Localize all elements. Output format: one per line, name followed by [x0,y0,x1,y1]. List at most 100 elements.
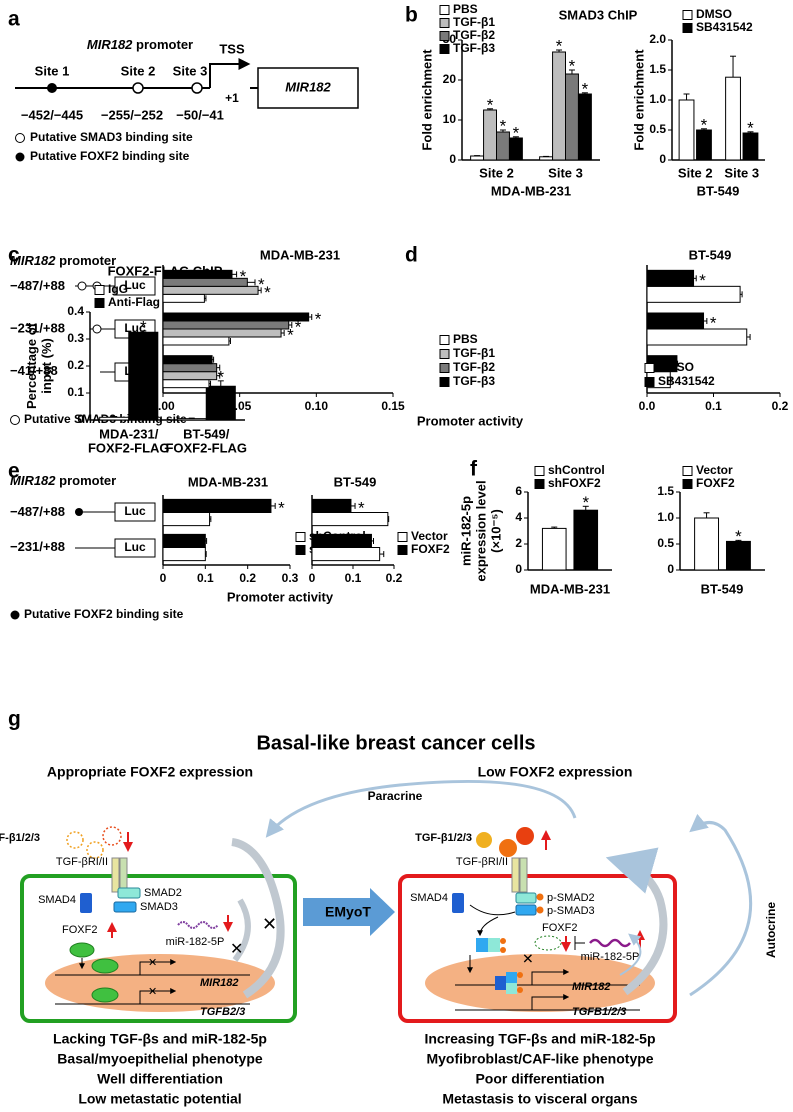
x-tick-label: 0.10 [305,399,329,413]
summary-line: Myofibroblast/CAF-like phenotype [426,1051,653,1067]
bar [696,129,712,161]
legend-swatch [439,5,450,15]
chart-title: SMAD3 ChIP [559,7,638,22]
panel-letter: a [8,8,20,31]
receptor [119,857,128,893]
panel-letter: f [470,458,478,481]
label: Site 3 [548,165,583,180]
chart-title: BT-549 [334,474,377,489]
x-tick-label: 0.2 [386,571,403,585]
significance: * [747,118,754,137]
site-label: Site 2 [121,63,156,78]
significance: * [264,283,271,302]
bar [162,312,310,322]
bar [162,512,211,527]
legend-swatch [439,363,450,373]
x-tick-label: 0.0 [639,399,656,413]
legend-label: Putative SMAD3 binding site [30,130,193,144]
transition-arrow [303,888,395,936]
bar [311,512,389,527]
bar [496,131,510,161]
smad3 [113,901,137,913]
x-tick-label: 0.1 [345,571,362,585]
ligand [102,826,122,846]
mirna [177,921,219,929]
bar [577,93,592,161]
bar [162,371,218,381]
promoter-title: MIR182 promoter [87,37,193,52]
legend-symbol [15,152,25,162]
x-axis-label: MDA-MB-231 [530,581,610,596]
significance: * [278,498,285,517]
bar [311,498,352,513]
site-position: −452/−445 [21,107,83,122]
inhibition [574,936,585,950]
bar [162,336,230,346]
mirna [589,938,631,948]
site-label: Site 3 [173,63,208,78]
legend-label: PBS [453,2,478,16]
smad3-site [132,82,144,94]
smad4 [452,893,464,913]
ligand [516,827,534,845]
ligand [86,841,104,859]
legend-swatch [295,532,306,542]
gene-box-label: MIR182 [285,79,331,94]
arrow [469,904,516,916]
label: −41/+88 [10,363,58,378]
legend-swatch [682,10,693,20]
tss-arrow [531,994,570,1010]
site-label: Site 1 [35,63,70,78]
gene-label: TGFB1/2/3 [572,1006,626,1018]
legend-label: Anti-Flag [108,295,160,309]
gene-label: TGFB2/3 [200,1006,245,1018]
panel-letter: g [8,708,21,731]
bar [552,51,566,161]
smad4 [80,893,92,913]
legend-swatch [682,23,693,33]
legend-swatch [94,285,105,295]
luc-box [114,538,156,558]
block-mark: ✕ [148,986,157,998]
legend-label: TGF-β2 [453,28,495,42]
x-axis-label: Promoter activity [417,413,524,428]
bar [162,533,206,548]
bar [646,312,705,330]
legend-label: SB431542 [696,20,753,34]
label-line: FOXF2-FLAG [88,440,170,455]
legend-label: IgG [108,282,128,296]
legend-symbol [15,133,25,143]
bar [162,269,233,279]
panel-letter: e [8,460,20,483]
bar [162,355,213,365]
gene-box [257,67,359,109]
bar [470,155,485,161]
y-tick-label: 0 [77,412,84,426]
summary-line: Lacking TGF-βs and miR-182-5p [53,1031,267,1047]
chart-title: BT-549 [689,247,732,262]
gene-name: MIR182 [87,37,133,52]
x-tick-label: 0.1 [705,399,722,413]
legend-swatch [295,545,306,555]
block-mark: ✕ [522,951,534,967]
nucleus [45,954,275,1012]
bar [694,517,720,571]
bar [162,285,259,295]
significance: * [217,367,224,386]
secretion-arrow [231,838,285,999]
legend-label: PBS [453,332,478,346]
block-mark: ✕ [230,941,243,958]
summary-line: Basal/myoepithelial phenotype [57,1051,263,1067]
significance: * [701,115,708,134]
significance: * [358,498,365,517]
smad2-label: SMAD2 [144,887,182,899]
legend-swatch [439,349,450,359]
y-tick-label: 2 [515,536,522,550]
promoter-title: MIR182 promoter [10,473,116,488]
autocrine-arrow [689,813,753,997]
significance: * [287,325,294,344]
promoter-word: promoter [136,37,193,52]
legend-label: TGF-β3 [453,41,495,55]
x-tick-label: 0.1 [197,571,214,585]
